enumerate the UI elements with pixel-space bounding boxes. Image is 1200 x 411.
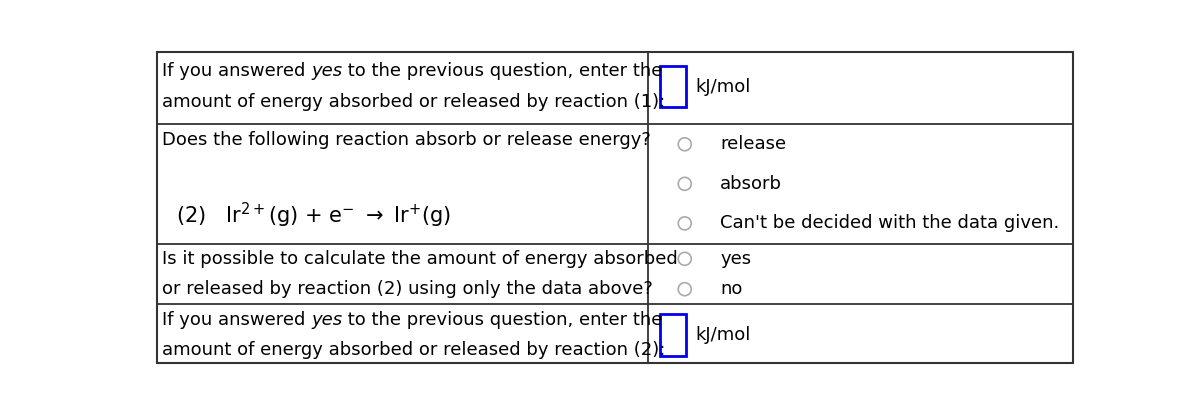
Text: kJ/mol: kJ/mol	[695, 78, 750, 95]
Text: amount of energy absorbed or released by reaction (1):: amount of energy absorbed or released by…	[162, 93, 665, 111]
Text: or released by reaction (2) using only the data above?: or released by reaction (2) using only t…	[162, 280, 653, 298]
Text: no: no	[720, 280, 743, 298]
Text: to the previous question, enter the: to the previous question, enter the	[342, 311, 662, 329]
Text: Can't be decided with the data given.: Can't be decided with the data given.	[720, 215, 1060, 232]
Text: kJ/mol: kJ/mol	[695, 326, 750, 344]
Text: If you answered: If you answered	[162, 311, 311, 329]
Text: absorb: absorb	[720, 175, 782, 193]
Text: Does the following reaction absorb or release energy?: Does the following reaction absorb or re…	[162, 131, 650, 148]
Text: If you answered: If you answered	[162, 62, 311, 80]
Text: yes: yes	[311, 62, 342, 80]
Text: yes: yes	[720, 250, 751, 268]
Text: release: release	[720, 135, 786, 153]
Text: (2)   $\mathregular{Ir^{2+}(g)}$ + $\mathregular{e^{-}}$ $\rightarrow$ $\mathreg: (2) $\mathregular{Ir^{2+}(g)}$ + $\mathr…	[176, 201, 451, 230]
Text: amount of energy absorbed or released by reaction (2):: amount of energy absorbed or released by…	[162, 341, 666, 359]
Text: to the previous question, enter the: to the previous question, enter the	[342, 62, 662, 80]
Text: Is it possible to calculate the amount of energy absorbed: Is it possible to calculate the amount o…	[162, 250, 678, 268]
Text: yes: yes	[311, 311, 342, 329]
